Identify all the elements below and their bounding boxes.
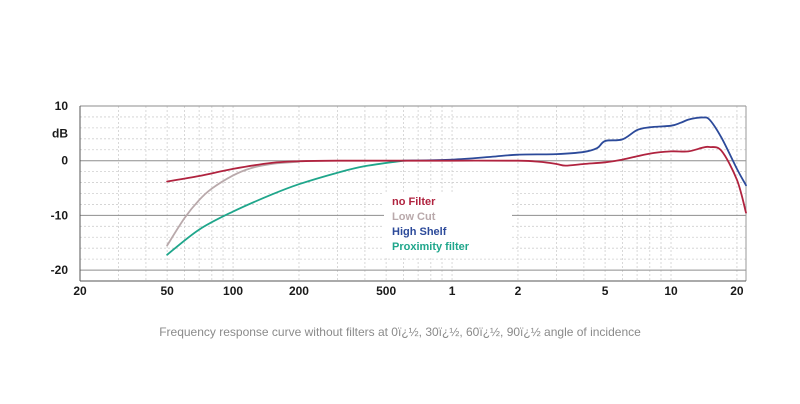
y-axis-label: dB (52, 126, 68, 140)
chart-legend: no Filter Low Cut High Shelf Proximity filt… (384, 193, 512, 257)
x-tick-label: 500 (376, 284, 396, 298)
legend-item-proximity-filter: Proximity filter (392, 241, 470, 253)
x-tick-label: 5 (602, 284, 609, 298)
legend-item-high-shelf: High Shelf (392, 226, 447, 238)
x-tick-label: 10 (664, 284, 678, 298)
x-tick-label: 1 (449, 284, 456, 298)
chart-series (166, 116, 747, 256)
y-tick-label: -20 (51, 263, 69, 277)
y-tick-label: -10 (51, 208, 69, 222)
legend-box (384, 193, 512, 257)
x-tick-label: 20 (73, 284, 87, 298)
series-line-no-filter (166, 145, 747, 214)
x-tick-label: 100 (223, 284, 243, 298)
chart-caption: Frequency response curve without filters… (159, 325, 641, 339)
x-tick-label: 2 (515, 284, 522, 298)
legend-item-low-cut: Low Cut (392, 211, 436, 223)
series-line-low-cut (166, 160, 300, 247)
series-line-proximity-filter (166, 159, 405, 256)
x-tick-label: 50 (160, 284, 174, 298)
series-line-high-shelf (402, 116, 747, 187)
y-tick-label: 10 (55, 99, 69, 113)
x-tick-label: 20 (730, 284, 744, 298)
x-tick-label: 200 (289, 284, 309, 298)
y-tick-label: 0 (61, 154, 68, 168)
legend-item-no-filter: no Filter (392, 196, 436, 208)
